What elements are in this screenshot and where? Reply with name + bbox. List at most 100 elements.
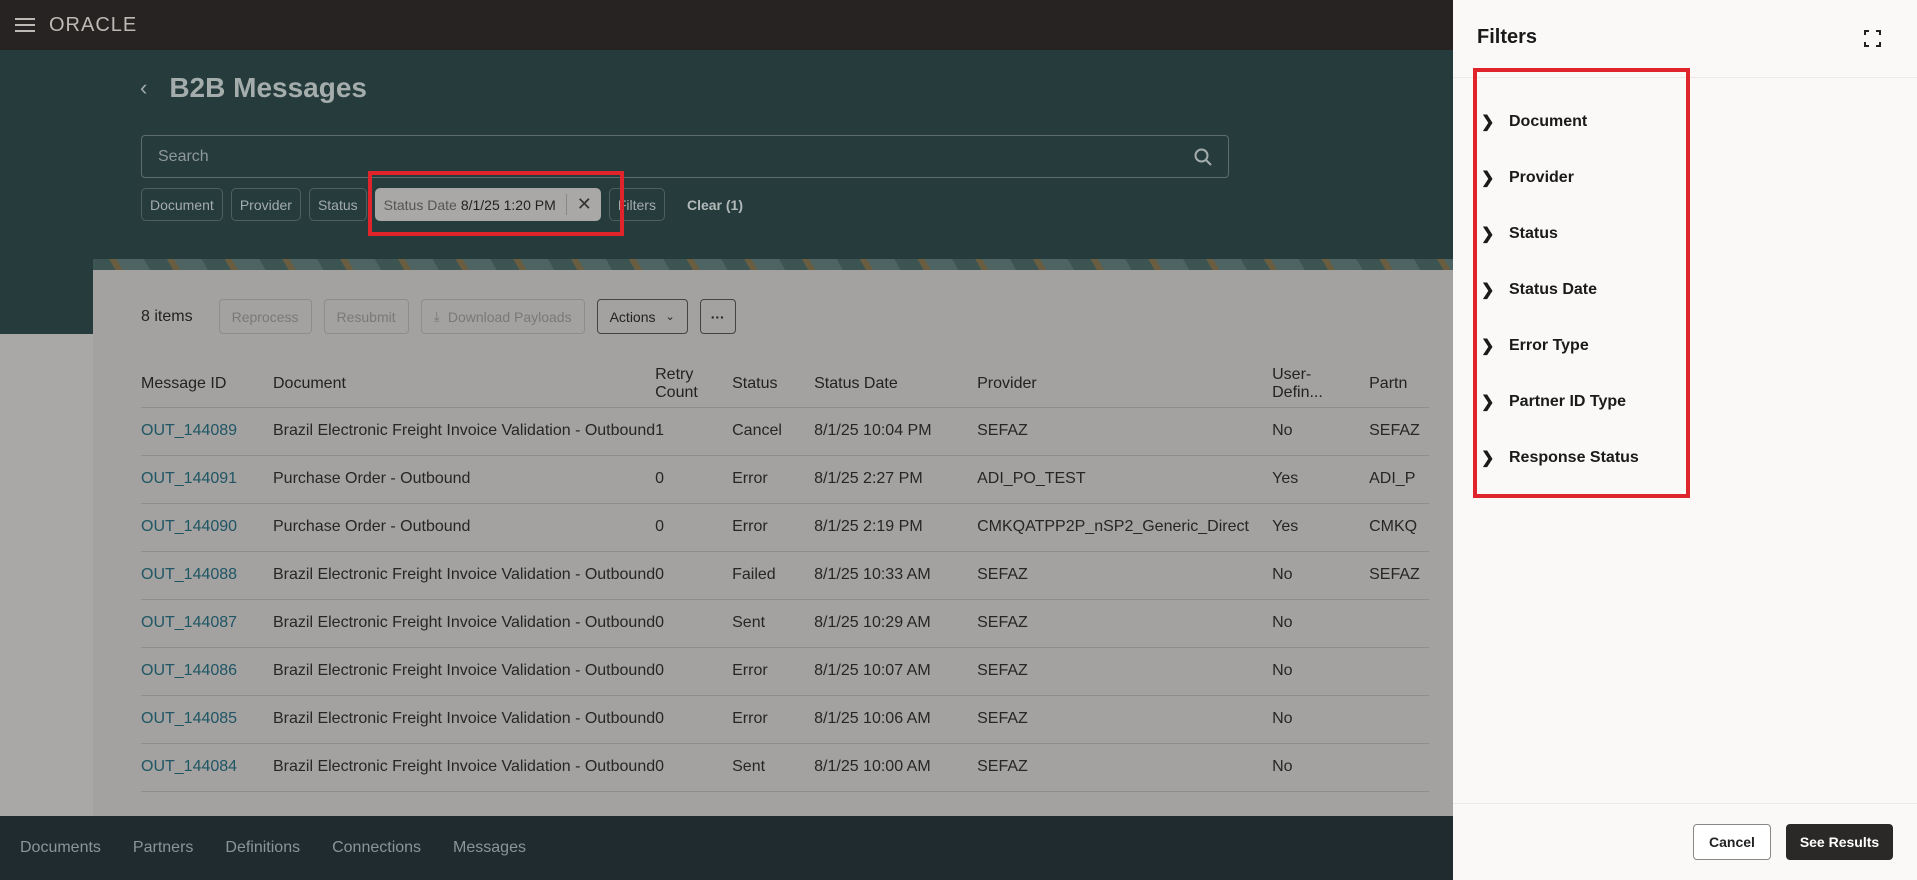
filter-section[interactable]: ❯ Status bbox=[1481, 224, 1558, 244]
table-cell: No bbox=[1272, 646, 1370, 695]
table-cell: 8/1/25 10:04 PM bbox=[814, 406, 978, 455]
filter-section-label: Status Date bbox=[1509, 281, 1598, 298]
table-cell: 8/1/25 10:07 AM bbox=[814, 646, 978, 695]
table-cell: SEFAZ bbox=[1369, 550, 1430, 599]
column-header[interactable]: Retry Count bbox=[655, 366, 698, 402]
table-row[interactable]: OUT_144087 Brazil Electronic Freight Invo… bbox=[141, 598, 1430, 647]
table-row[interactable]: OUT_144084 Brazil Electronic Freight Invo… bbox=[141, 742, 1430, 792]
table-cell: Purchase Order - Outbound bbox=[273, 502, 656, 551]
table-cell: Cancel bbox=[732, 406, 815, 455]
clear-filters-link[interactable]: Clear (1) bbox=[686, 196, 744, 213]
chevron-right-icon: ❯ bbox=[1481, 394, 1495, 411]
expand-icon[interactable] bbox=[1864, 30, 1881, 47]
bottom-nav-item[interactable]: Partners bbox=[132, 839, 194, 856]
column-header[interactable]: Provider bbox=[977, 375, 1037, 393]
search-placeholder: Search bbox=[158, 147, 209, 165]
search-icon[interactable] bbox=[1194, 148, 1212, 166]
message-id-link[interactable]: OUT_144087 bbox=[141, 598, 273, 647]
filter-section[interactable]: ❯ Provider bbox=[1481, 168, 1574, 188]
message-id-link[interactable]: OUT_144090 bbox=[141, 502, 273, 551]
bottom-nav: Documents Partners Definitions Connections M… bbox=[0, 816, 1453, 880]
table-cell: 8/1/25 2:27 PM bbox=[814, 454, 978, 503]
filter-section[interactable]: ❯ Document bbox=[1481, 112, 1587, 132]
cancel-button[interactable]: Cancel bbox=[1693, 824, 1771, 860]
chip-status-date[interactable]: Status Date 8/1/25 1:20 PM ✕ bbox=[374, 188, 601, 221]
chip-status[interactable]: Status bbox=[308, 188, 367, 221]
chip-provider[interactable]: Provider bbox=[230, 188, 301, 221]
filter-section-label: Error Type bbox=[1509, 337, 1589, 354]
column-header[interactable]: Status bbox=[732, 375, 778, 393]
table-cell: SEFAZ bbox=[977, 742, 1273, 792]
table-cell: 0 bbox=[655, 646, 733, 695]
column-header[interactable]: Status Date bbox=[814, 375, 898, 393]
bottom-nav-item[interactable]: Definitions bbox=[225, 839, 301, 856]
download-label: Download Payloads bbox=[447, 308, 572, 325]
table-cell: Failed bbox=[732, 550, 815, 599]
table-cell: SEFAZ bbox=[977, 646, 1273, 695]
oracle-logo: ORACLE bbox=[49, 13, 138, 36]
message-id-link[interactable]: OUT_144086 bbox=[141, 646, 273, 695]
table-cell: 0 bbox=[655, 742, 733, 792]
column-header[interactable]: Document bbox=[273, 375, 346, 393]
table-cell: Error bbox=[732, 694, 815, 743]
table-cell: No bbox=[1272, 598, 1370, 647]
message-id-link[interactable]: OUT_144088 bbox=[141, 550, 273, 599]
chevron-right-icon: ❯ bbox=[1481, 226, 1495, 243]
column-header[interactable]: Partn bbox=[1369, 375, 1408, 393]
table-cell: No bbox=[1272, 550, 1370, 599]
table-cell: 8/1/25 10:33 AM bbox=[814, 550, 978, 599]
table-row[interactable]: OUT_144091 Purchase Order - Outbound 0 Erro… bbox=[141, 454, 1430, 503]
table-cell: ADI_P bbox=[1369, 454, 1430, 503]
table-row[interactable]: OUT_144088 Brazil Electronic Freight Invo… bbox=[141, 550, 1430, 599]
table-row[interactable]: OUT_144085 Brazil Electronic Freight Invo… bbox=[141, 694, 1430, 743]
table-cell: 0 bbox=[655, 550, 733, 599]
table-cell: No bbox=[1272, 742, 1370, 792]
column-header[interactable]: User-Defin... bbox=[1272, 366, 1323, 402]
download-payloads-button[interactable]: ⤓ Download Payloads bbox=[420, 299, 585, 334]
back-chevron-icon[interactable]: ‹ bbox=[140, 75, 148, 100]
table-cell: Brazil Electronic Freight Invoice Valida… bbox=[273, 694, 656, 743]
bottom-nav-item[interactable]: Documents bbox=[20, 839, 101, 856]
resubmit-button[interactable]: Resubmit bbox=[323, 299, 409, 334]
column-header[interactable]: Message ID bbox=[141, 375, 227, 393]
more-options-button[interactable]: ··· bbox=[699, 299, 736, 334]
table-cell: SEFAZ bbox=[977, 406, 1273, 455]
see-results-button[interactable]: See Results bbox=[1786, 824, 1893, 860]
table-cell: Purchase Order - Outbound bbox=[273, 454, 656, 503]
filter-section[interactable]: ❯ Status Date bbox=[1481, 280, 1597, 300]
table-row[interactable]: OUT_144089 Brazil Electronic Freight Invo… bbox=[141, 406, 1430, 455]
filter-section[interactable]: ❯ Error Type bbox=[1481, 336, 1589, 356]
actions-button[interactable]: Actions ⌄ bbox=[596, 299, 688, 334]
chip-filters[interactable]: Filters bbox=[608, 188, 665, 221]
filter-section-label: Document bbox=[1509, 113, 1588, 130]
table-row[interactable]: OUT_144090 Purchase Order - Outbound 0 Erro… bbox=[141, 502, 1430, 551]
search-input[interactable]: Search bbox=[141, 135, 1229, 178]
filter-section[interactable]: ❯ Response Status bbox=[1481, 448, 1639, 468]
message-id-link[interactable]: OUT_144084 bbox=[141, 742, 273, 792]
highlight-box-chip bbox=[368, 171, 624, 236]
bottom-nav-item[interactable]: Messages bbox=[453, 839, 526, 856]
table-cell bbox=[1369, 646, 1430, 695]
filter-chips: Document Provider Status Status Date 8/1… bbox=[141, 188, 743, 221]
table-cell bbox=[1369, 694, 1430, 743]
table-row[interactable]: OUT_144086 Brazil Electronic Freight Invo… bbox=[141, 646, 1430, 695]
reprocess-button[interactable]: Reprocess bbox=[218, 299, 312, 334]
message-id-link[interactable]: OUT_144085 bbox=[141, 694, 273, 743]
table-cell: No bbox=[1272, 406, 1370, 455]
bottom-nav-item[interactable]: Connections bbox=[332, 839, 422, 856]
chip-status-date-label: Status Date bbox=[383, 196, 457, 213]
table-cell bbox=[1369, 598, 1430, 647]
filter-section[interactable]: ❯ Partner ID Type bbox=[1481, 392, 1626, 412]
table-cell: Brazil Electronic Freight Invoice Valida… bbox=[273, 550, 656, 599]
table-cell: Sent bbox=[732, 742, 815, 792]
close-icon[interactable]: ✕ bbox=[565, 194, 592, 215]
filter-section-label: Provider bbox=[1509, 169, 1574, 186]
table-cell: Yes bbox=[1272, 502, 1370, 551]
hamburger-menu-icon[interactable] bbox=[15, 18, 35, 32]
table-cell: 0 bbox=[655, 454, 733, 503]
chip-document[interactable]: Document bbox=[141, 188, 223, 221]
message-id-link[interactable]: OUT_144091 bbox=[141, 454, 273, 503]
message-id-link[interactable]: OUT_144089 bbox=[141, 406, 273, 455]
chevron-right-icon: ❯ bbox=[1481, 282, 1495, 299]
table-cell: SEFAZ bbox=[1369, 406, 1430, 455]
